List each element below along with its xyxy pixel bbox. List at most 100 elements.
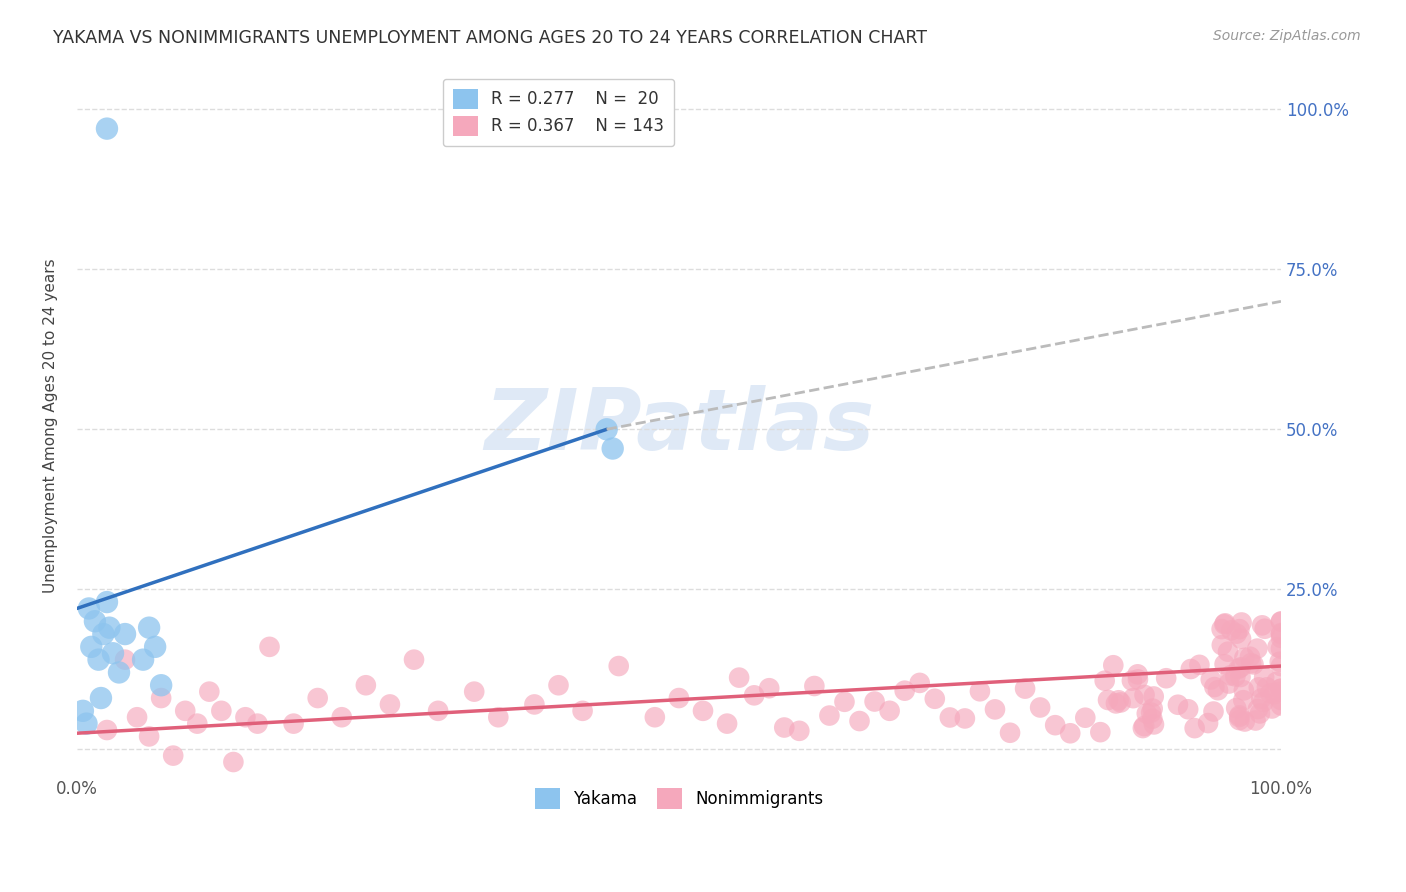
Point	[953, 711, 976, 725]
Point	[1142, 701, 1164, 715]
Point	[1225, 669, 1247, 683]
Point	[1105, 697, 1128, 711]
Point	[1270, 615, 1292, 629]
Point	[728, 671, 751, 685]
Point	[668, 691, 690, 706]
Point	[1244, 714, 1267, 728]
Point	[138, 621, 160, 635]
Point	[138, 730, 160, 744]
Point	[1247, 702, 1270, 716]
Point	[1094, 673, 1116, 688]
Point	[1109, 696, 1132, 710]
Point	[84, 614, 107, 628]
Point	[758, 681, 780, 696]
Point	[463, 684, 485, 698]
Point	[1227, 662, 1250, 676]
Point	[716, 716, 738, 731]
Point	[1216, 645, 1239, 659]
Point	[1211, 638, 1233, 652]
Point	[114, 653, 136, 667]
Point	[1233, 650, 1256, 665]
Point	[486, 710, 509, 724]
Point	[1197, 716, 1219, 731]
Point	[198, 684, 221, 698]
Text: Source: ZipAtlas.com: Source: ZipAtlas.com	[1213, 29, 1361, 43]
Point	[87, 653, 110, 667]
Point	[378, 698, 401, 712]
Point	[1240, 657, 1263, 671]
Point	[1102, 658, 1125, 673]
Point	[1136, 706, 1159, 721]
Point	[354, 678, 377, 692]
Point	[1243, 657, 1265, 672]
Point	[742, 689, 765, 703]
Point	[1246, 641, 1268, 656]
Point	[174, 704, 197, 718]
Point	[1270, 641, 1292, 656]
Point	[1251, 618, 1274, 632]
Point	[1121, 673, 1143, 688]
Text: ZIPatlas: ZIPatlas	[484, 384, 875, 467]
Point	[607, 659, 630, 673]
Point	[773, 721, 796, 735]
Point	[96, 723, 118, 737]
Point	[427, 704, 450, 718]
Y-axis label: Unemployment Among Ages 20 to 24 years: Unemployment Among Ages 20 to 24 years	[44, 259, 58, 593]
Point	[1143, 690, 1166, 704]
Point	[1029, 700, 1052, 714]
Point	[1184, 721, 1206, 735]
Point	[1108, 693, 1130, 707]
Point	[1227, 713, 1250, 727]
Point	[789, 723, 811, 738]
Point	[96, 121, 118, 136]
Point	[1143, 717, 1166, 731]
Point	[834, 695, 856, 709]
Point	[1264, 687, 1286, 701]
Point	[1261, 701, 1284, 715]
Point	[114, 627, 136, 641]
Point	[984, 702, 1007, 716]
Point	[1090, 725, 1112, 739]
Point	[77, 601, 100, 615]
Point	[1132, 721, 1154, 735]
Point	[1213, 657, 1236, 672]
Point	[150, 691, 173, 706]
Point	[1270, 627, 1292, 641]
Point	[1140, 706, 1163, 720]
Legend: Yakama, Nonimmigrants: Yakama, Nonimmigrants	[527, 781, 830, 815]
Point	[1270, 631, 1292, 645]
Point	[330, 710, 353, 724]
Point	[1142, 712, 1164, 726]
Point	[644, 710, 666, 724]
Point	[1232, 693, 1254, 707]
Point	[1233, 683, 1256, 698]
Point	[1247, 681, 1270, 695]
Point	[969, 684, 991, 698]
Point	[1265, 675, 1288, 690]
Point	[692, 704, 714, 718]
Point	[222, 755, 245, 769]
Point	[547, 678, 569, 692]
Point	[1270, 698, 1292, 713]
Point	[1226, 626, 1249, 640]
Point	[1229, 670, 1251, 684]
Point	[1270, 693, 1292, 707]
Point	[101, 646, 124, 660]
Point	[162, 748, 184, 763]
Point	[283, 716, 305, 731]
Point	[523, 698, 546, 712]
Point	[595, 422, 617, 436]
Point	[259, 640, 281, 654]
Point	[1254, 622, 1277, 636]
Point	[1253, 695, 1275, 709]
Point	[1270, 682, 1292, 697]
Point	[1059, 726, 1081, 740]
Point	[186, 716, 208, 731]
Point	[1230, 632, 1253, 646]
Point	[402, 653, 425, 667]
Point	[80, 640, 103, 654]
Point	[1213, 616, 1236, 631]
Point	[1167, 698, 1189, 712]
Point	[1229, 622, 1251, 636]
Point	[1256, 681, 1278, 695]
